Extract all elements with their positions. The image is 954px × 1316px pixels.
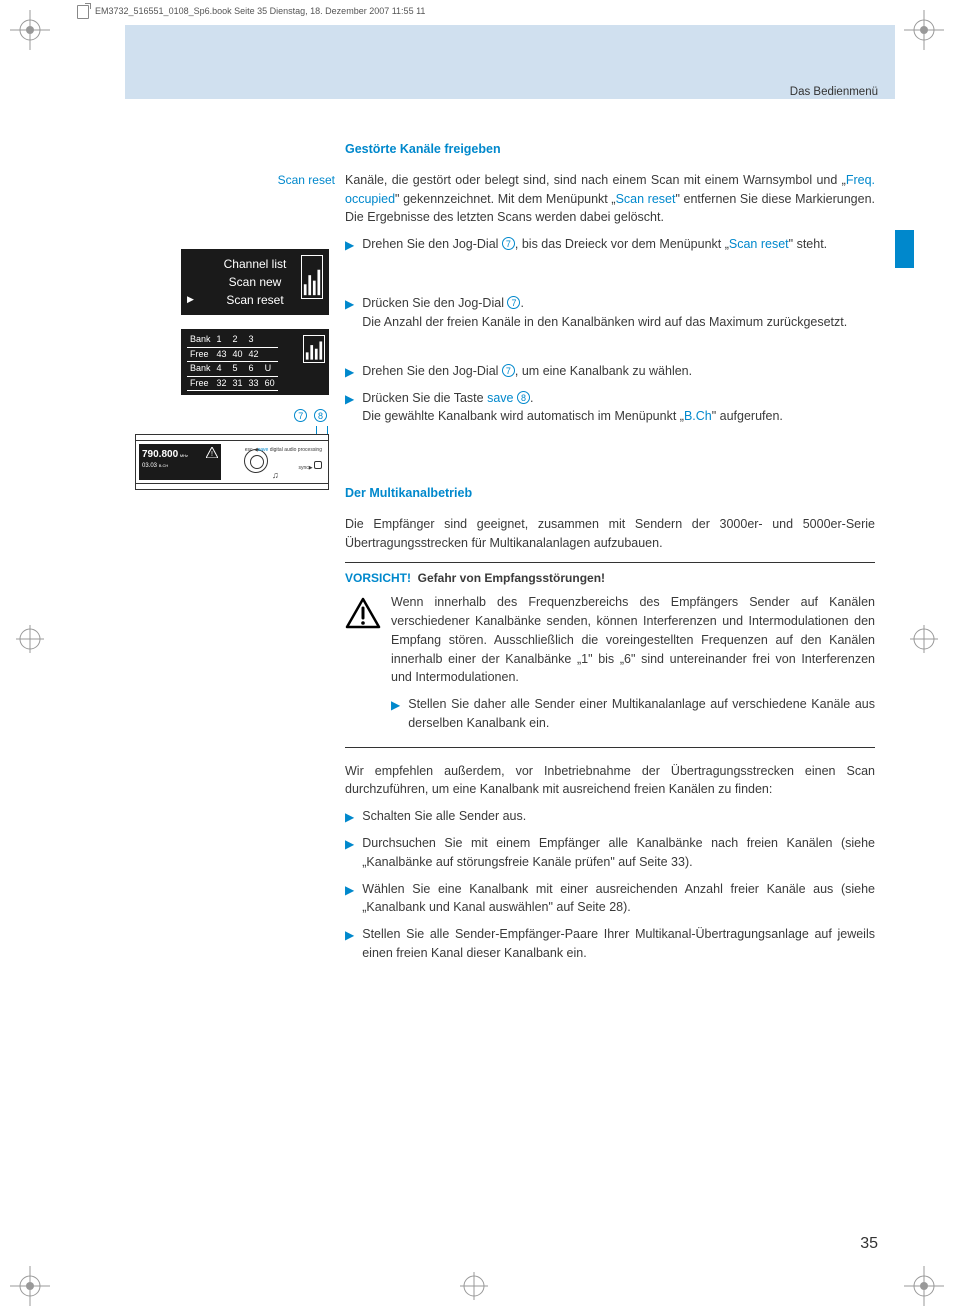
registration-mark-icon <box>910 625 938 653</box>
registration-mark-icon <box>16 625 44 653</box>
doc-meta-text: EM3732_516551_0108_Sp6.book Seite 35 Die… <box>95 5 425 19</box>
instruction-step: ▶ Stellen Sie alle Sender-Empfänger-Paar… <box>345 925 875 963</box>
body-paragraph: Wir empfehlen außerdem, vor Inbetriebnah… <box>345 762 875 800</box>
step-arrow-icon: ▶ <box>345 389 354 408</box>
crop-mark-icon <box>904 10 944 50</box>
header-background <box>125 25 895 99</box>
caution-text: Wenn innerhalb des Frequenzbereichs des … <box>391 595 875 684</box>
step-arrow-icon: ▶ <box>345 834 354 853</box>
intro-paragraph: Kanäle, die gestört oder belegt sind, si… <box>345 171 875 227</box>
instruction-step: ▶ Stellen Sie daher alle Sender einer Mu… <box>391 695 875 733</box>
svg-text:!: ! <box>211 451 213 458</box>
lcd-channel-list: Channel list Scan new Scan reset <box>181 249 329 315</box>
instruction-step: ▶ Drücken Sie den Jog-Dial 7. Die Anzahl… <box>345 294 875 332</box>
page-number: 35 <box>860 1232 878 1256</box>
page-header: Das Bedienmenü <box>790 84 878 101</box>
instruction-step: ▶ Wählen Sie eine Kanalbank mit einer au… <box>345 880 875 918</box>
instruction-step: ▶ Drücken Sie die Taste save 8. Die gewä… <box>345 389 875 427</box>
section-heading: Gestörte Kanäle freigeben <box>345 140 875 159</box>
device-illustration: 790.800 MHz 03.03 B.CH ! ♫ esc ◀save dig… <box>135 434 329 490</box>
bar-chart-icon <box>301 255 323 299</box>
lcd-bank-table: Bank123 Free434042 Bank456U Free32313360 <box>181 329 329 395</box>
step-arrow-icon: ▶ <box>345 925 354 944</box>
warning-triangle-icon: ! <box>206 447 218 458</box>
registration-mark-icon <box>460 1272 488 1300</box>
caution-box: VORSICHT! Gefahr von Empfangsstörungen! … <box>345 562 875 747</box>
crop-mark-icon <box>904 1266 944 1306</box>
step-arrow-icon: ▶ <box>345 362 354 381</box>
section-heading: Der Multikanalbetrieb <box>345 484 875 503</box>
intro-paragraph: Die Empfänger sind geeignet, zusammen mi… <box>345 515 875 553</box>
page-tab <box>895 230 914 268</box>
step-arrow-icon: ▶ <box>345 294 354 313</box>
instruction-step: ▶ Drehen Sie den Jog-Dial 7, bis das Dre… <box>345 235 875 254</box>
crop-mark-icon <box>10 1266 50 1306</box>
device-controls: ♫ esc ◀save digital audio processing syn… <box>224 441 328 483</box>
page-icon <box>77 5 89 19</box>
step-arrow-icon: ▶ <box>345 880 354 899</box>
instruction-step: ▶ Durchsuchen Sie mit einem Empfänger al… <box>345 834 875 872</box>
caution-heading: VORSICHT! Gefahr von Empfangsstörungen! <box>345 569 875 587</box>
bar-chart-icon <box>303 335 325 363</box>
instruction-step: ▶ Schalten Sie alle Sender aus. <box>345 807 875 826</box>
callout-7: 7 <box>294 409 307 422</box>
step-arrow-icon: ▶ <box>345 807 354 826</box>
instruction-step: ▶ Drehen Sie den Jog-Dial 7, um eine Kan… <box>345 362 875 381</box>
crop-mark-icon <box>10 10 50 50</box>
doc-meta-line: EM3732_516551_0108_Sp6.book Seite 35 Die… <box>77 5 425 19</box>
step-arrow-icon: ▶ <box>345 235 354 254</box>
main-content: Gestörte Kanäle freigeben Scan reset Kan… <box>345 140 875 971</box>
device-screen: 790.800 MHz 03.03 B.CH ! <box>139 444 221 480</box>
margin-label: Scan reset <box>255 171 335 189</box>
bank-table: Bank123 Free434042 Bank456U Free32313360 <box>187 333 278 391</box>
step-arrow-icon: ▶ <box>391 695 400 714</box>
warning-triangle-icon <box>345 597 381 629</box>
callout-8: 8 <box>314 409 327 422</box>
